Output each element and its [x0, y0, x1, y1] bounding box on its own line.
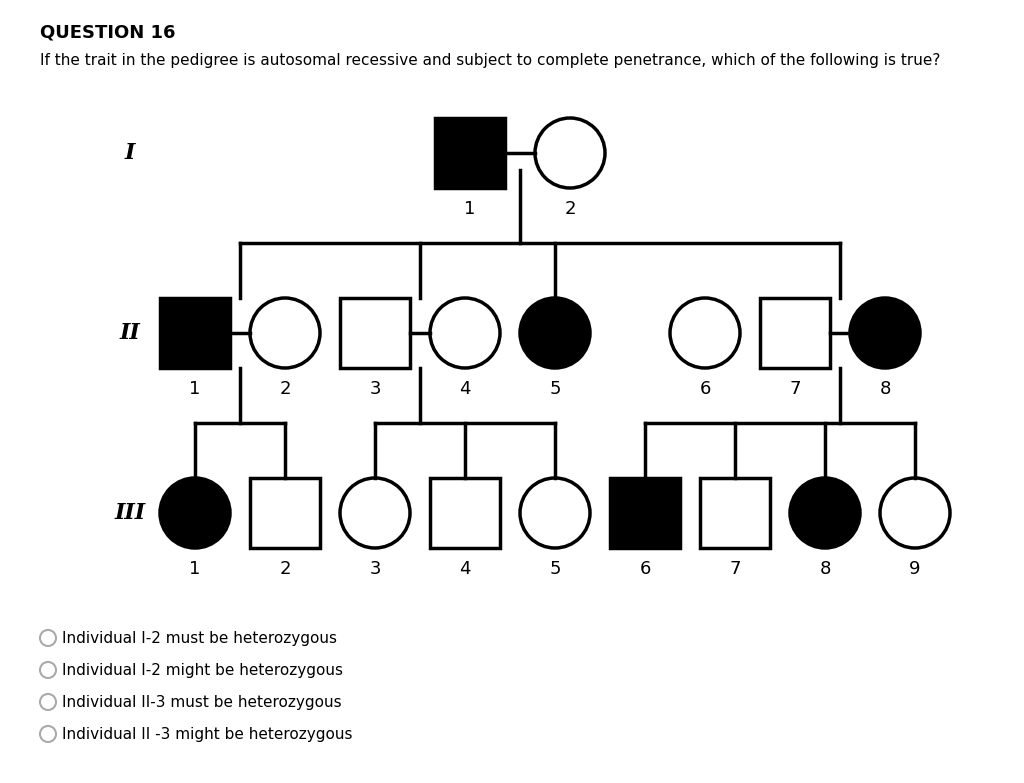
Text: 8: 8 — [880, 380, 891, 398]
Bar — [250, 478, 319, 548]
Text: If the trait in the pedigree is autosomal recessive and subject to complete pene: If the trait in the pedigree is autosoma… — [40, 53, 940, 68]
Bar — [430, 478, 500, 548]
Circle shape — [40, 662, 56, 678]
Ellipse shape — [430, 298, 500, 368]
Text: Individual I-2 must be heterozygous: Individual I-2 must be heterozygous — [62, 630, 337, 645]
Ellipse shape — [670, 298, 740, 368]
Ellipse shape — [340, 478, 410, 548]
Text: 2: 2 — [564, 200, 575, 218]
Ellipse shape — [520, 298, 590, 368]
Text: 3: 3 — [370, 560, 381, 578]
Text: Individual I-2 might be heterozygous: Individual I-2 might be heterozygous — [62, 662, 343, 677]
Text: I: I — [125, 142, 135, 164]
Ellipse shape — [790, 478, 860, 548]
Text: 8: 8 — [819, 560, 830, 578]
Ellipse shape — [850, 298, 920, 368]
Text: 7: 7 — [790, 380, 801, 398]
Bar — [340, 298, 410, 368]
Text: Individual II-3 must be heterozygous: Individual II-3 must be heterozygous — [62, 695, 342, 709]
Ellipse shape — [520, 478, 590, 548]
Text: 4: 4 — [459, 560, 471, 578]
Text: 1: 1 — [464, 200, 476, 218]
Ellipse shape — [535, 118, 605, 188]
Text: 1: 1 — [189, 560, 201, 578]
Text: 2: 2 — [280, 560, 291, 578]
Text: 3: 3 — [370, 380, 381, 398]
Text: Individual II -3 might be heterozygous: Individual II -3 might be heterozygous — [62, 727, 352, 742]
Text: QUESTION 16: QUESTION 16 — [40, 23, 175, 41]
Text: 1: 1 — [189, 380, 201, 398]
Text: 9: 9 — [909, 560, 921, 578]
Text: II: II — [120, 322, 140, 344]
Text: 7: 7 — [729, 560, 740, 578]
Bar — [160, 298, 230, 368]
Ellipse shape — [880, 478, 950, 548]
Text: 5: 5 — [549, 560, 561, 578]
Text: 4: 4 — [459, 380, 471, 398]
Text: 6: 6 — [699, 380, 711, 398]
Circle shape — [40, 694, 56, 710]
Text: 2: 2 — [280, 380, 291, 398]
Text: 6: 6 — [639, 560, 650, 578]
Ellipse shape — [160, 478, 230, 548]
Text: 5: 5 — [549, 380, 561, 398]
Circle shape — [40, 630, 56, 646]
Bar — [610, 478, 680, 548]
Bar — [435, 118, 505, 188]
Circle shape — [40, 726, 56, 742]
Bar — [760, 298, 830, 368]
Text: III: III — [115, 502, 145, 524]
Bar — [700, 478, 770, 548]
Ellipse shape — [250, 298, 319, 368]
